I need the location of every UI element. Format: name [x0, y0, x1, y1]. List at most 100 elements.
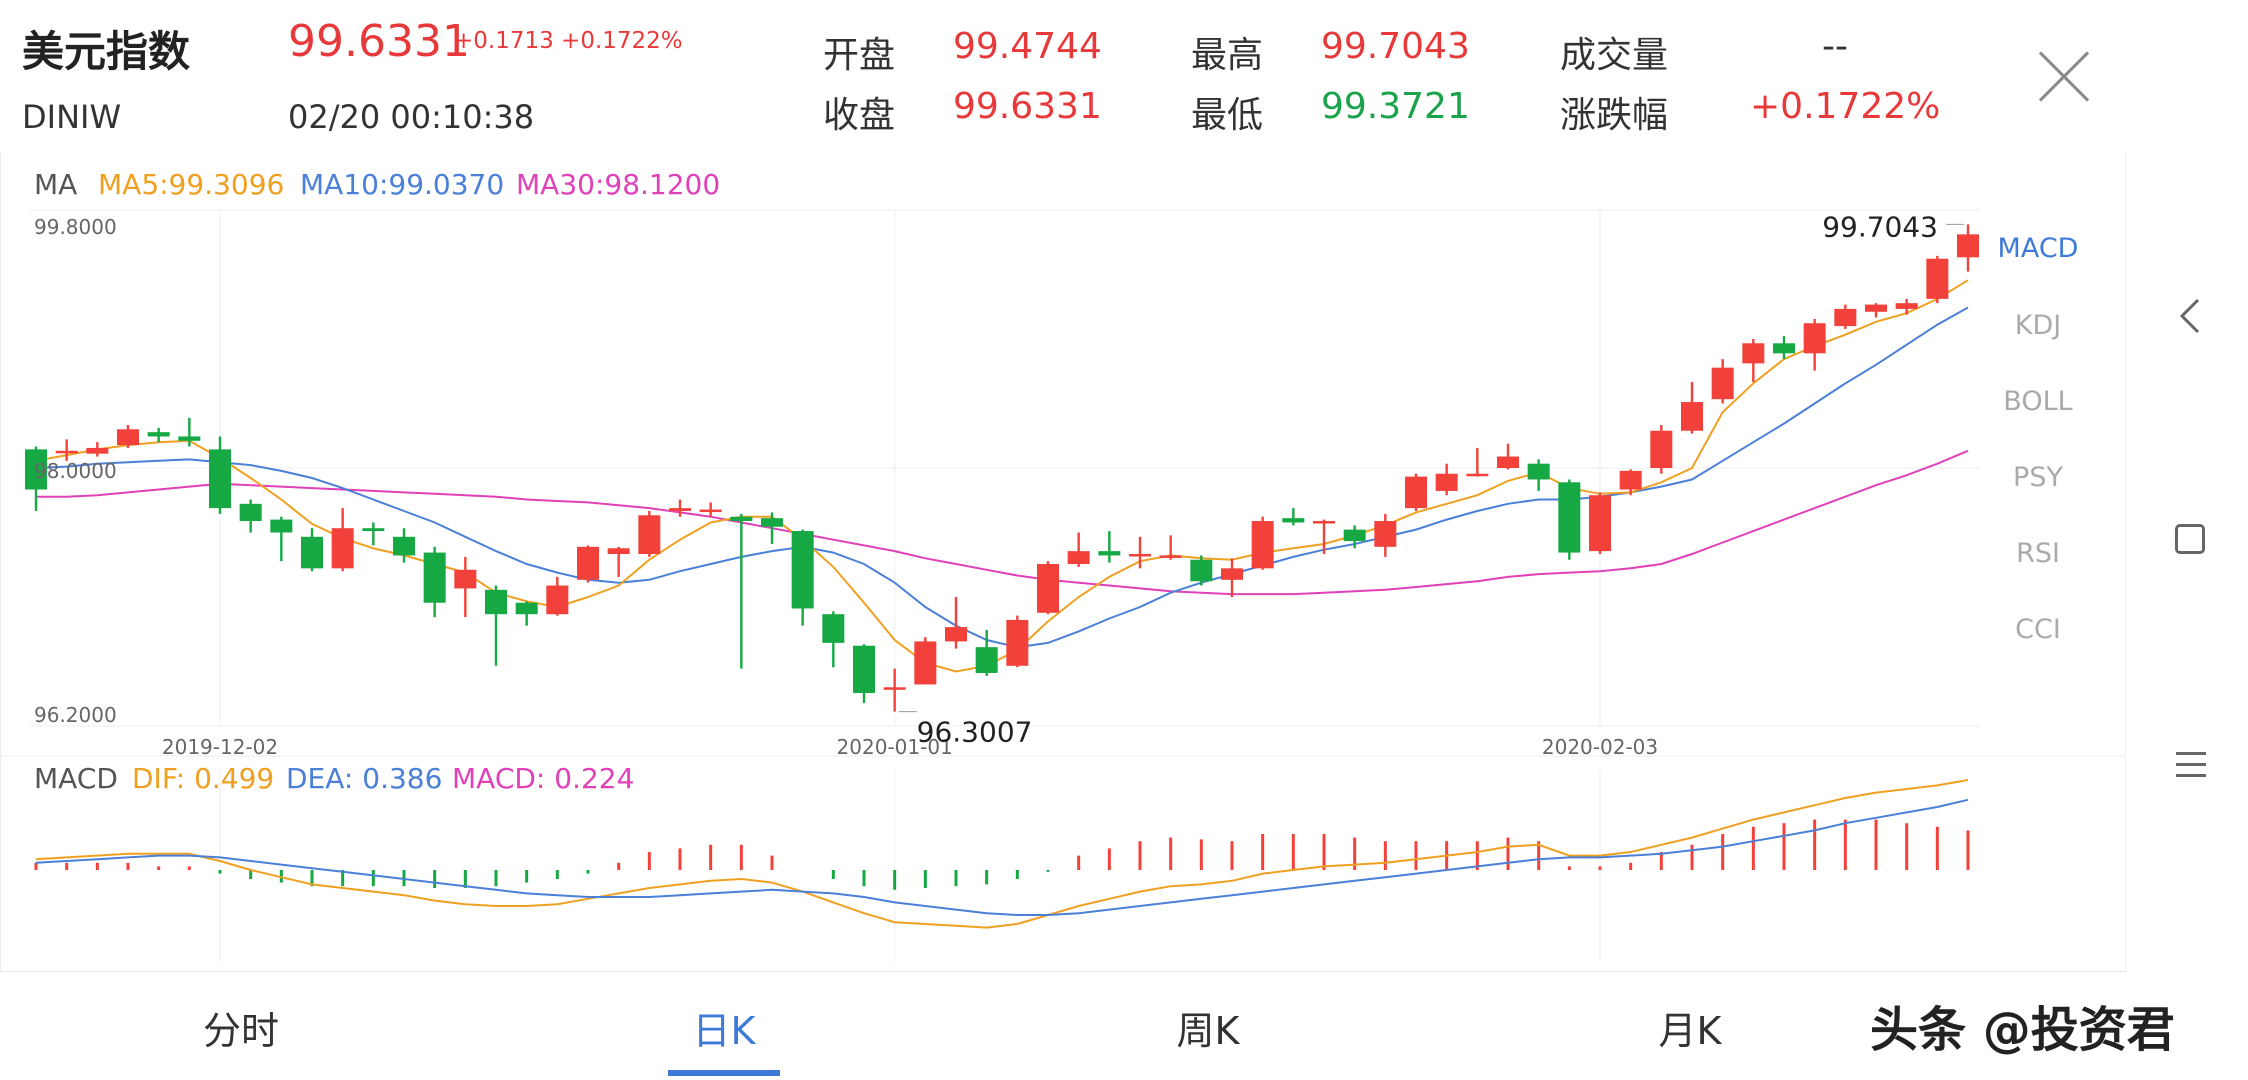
ma-legend-title: MA: [34, 168, 78, 201]
candle-up: [1589, 495, 1611, 552]
candle-up: [914, 641, 937, 685]
quote-datetime: 02/20 00:10:38: [288, 98, 535, 136]
last-price: 99.6331: [288, 16, 470, 67]
candle-up: [1374, 521, 1397, 547]
ma30-legend: MA30:98.1200: [516, 168, 721, 201]
candle-up: [55, 450, 78, 454]
y-tick-label: 99.8000: [34, 215, 117, 239]
candle-up: [1313, 521, 1335, 524]
candle-up: [1865, 304, 1887, 312]
home-icon[interactable]: [2175, 524, 2205, 554]
candle-up: [1895, 303, 1918, 309]
candle-up: [607, 548, 630, 554]
candle-up: [883, 687, 906, 690]
low-annotation: 96.3007: [917, 716, 1033, 749]
candle-up: [1466, 473, 1489, 477]
candle-down: [1282, 518, 1305, 523]
candle-up: [577, 546, 599, 580]
candle-up: [1619, 470, 1642, 490]
candle-up: [331, 528, 354, 569]
candle-up: [1803, 323, 1826, 354]
candle-up: [1681, 402, 1703, 431]
dea-line: [35, 798, 1969, 916]
candle-down: [822, 614, 845, 643]
candle-down: [178, 436, 201, 441]
instrument-name: 美元指数: [22, 27, 191, 76]
tab-timeshare[interactable]: 分时: [202, 1009, 279, 1053]
candle-up: [1006, 619, 1029, 666]
candle-up: [1129, 554, 1151, 557]
tab-monthly-k[interactable]: 月K: [1658, 1009, 1722, 1053]
stat-low-value: 99.3721: [1321, 86, 1470, 127]
x-tick-label: 2020-02-03: [1542, 735, 1658, 759]
indicator-kdj[interactable]: KDJ: [2014, 310, 2062, 341]
indicator-psy[interactable]: PSY: [2013, 462, 2063, 493]
candle-up: [1405, 476, 1427, 509]
ma5-legend: MA5:99.3096: [98, 168, 285, 201]
menu-icon[interactable]: [2176, 752, 2206, 778]
candle-up: [1435, 473, 1458, 491]
candle-up: [1926, 258, 1949, 299]
candle-up: [1067, 551, 1090, 565]
tab-daily-k[interactable]: 日K: [692, 1009, 756, 1053]
dif-line: [35, 779, 1969, 929]
candle-up: [1957, 234, 1979, 258]
stat-close-value: 99.6331: [953, 86, 1102, 127]
candle-up: [454, 569, 477, 589]
indicator-macd[interactable]: MACD: [1997, 233, 2079, 264]
candle-down: [1098, 551, 1121, 556]
candle-up: [1650, 430, 1673, 468]
candle-up: [1834, 308, 1857, 327]
stat-high-value: 99.7043: [1321, 26, 1470, 67]
candle-down: [1527, 463, 1550, 480]
candle-down: [147, 432, 170, 437]
candle-down: [423, 552, 446, 603]
chart-panel: [0, 152, 2126, 972]
stat-open-label: 开盘: [823, 35, 896, 76]
price-change: +0.1713 +0.1722%: [454, 28, 683, 54]
candle-up: [546, 585, 569, 615]
candle-down: [853, 645, 875, 694]
candle-down: [761, 518, 783, 527]
candle-down: [239, 503, 262, 522]
candle-down: [362, 528, 385, 532]
candle-up: [1497, 456, 1519, 468]
candle-down: [1773, 343, 1795, 354]
active-tab-indicator: [668, 1070, 780, 1076]
back-icon[interactable]: [2176, 296, 2204, 336]
ma5-line: [35, 279, 1969, 673]
stat-open-value: 99.4744: [953, 26, 1102, 67]
candle-down: [1190, 559, 1213, 582]
tab-weekly-k[interactable]: 周K: [1176, 1009, 1240, 1053]
instrument-code: DINIW: [22, 98, 122, 136]
candle-down: [791, 531, 814, 609]
candle-down: [1343, 529, 1366, 542]
indicator-cci[interactable]: CCI: [2015, 614, 2061, 645]
dea-legend: DEA: 0.386: [286, 762, 443, 795]
stat-close-label: 收盘: [823, 95, 896, 136]
stat-pct-value: +0.1722%: [1750, 86, 1941, 127]
candle-up: [1037, 564, 1059, 613]
candle-up: [669, 508, 691, 511]
ma10-legend: MA10:99.0370: [300, 168, 505, 201]
indicator-boll[interactable]: BOLL: [2003, 386, 2073, 417]
candle-up: [117, 429, 139, 446]
stat-pct-label: 涨跌幅: [1560, 95, 1669, 136]
indicator-rsi[interactable]: RSI: [2016, 538, 2060, 569]
candle-up: [1251, 521, 1274, 569]
dif-legend: DIF: 0.499: [132, 762, 275, 795]
candle-up: [1221, 568, 1243, 580]
y-tick-label: 98.0000: [34, 459, 117, 483]
candle-up: [945, 627, 967, 642]
candle-down: [975, 647, 998, 673]
x-tick-label: 2019-12-02: [162, 735, 278, 759]
stat-volume-label: 成交量: [1560, 35, 1669, 76]
candle-up: [1159, 555, 1182, 558]
candle-down: [1558, 482, 1581, 553]
candle-up: [1711, 367, 1734, 400]
candle-down: [730, 516, 753, 522]
x-tick-label: 2020-01-01: [837, 735, 953, 759]
stat-high-label: 最高: [1191, 35, 1264, 76]
macd-legend-title: MACD: [34, 762, 118, 795]
